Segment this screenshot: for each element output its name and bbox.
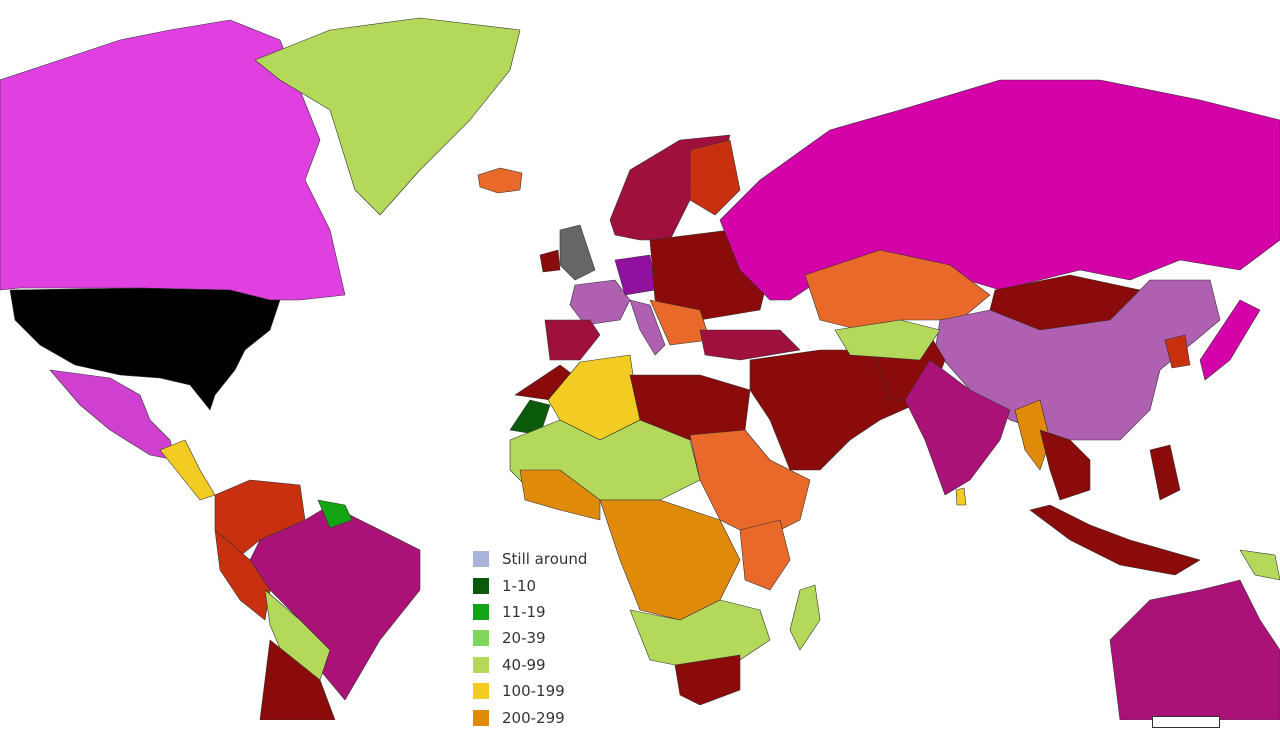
region-australia: [1109, 579, 1280, 720]
region-finland: [689, 139, 741, 216]
region-greenland: [254, 17, 521, 216]
region-argentina: [259, 639, 336, 720]
region-italy: [629, 299, 666, 356]
region-canada: [0, 19, 346, 301]
region-uk: [559, 224, 596, 281]
region-east-africa: [739, 519, 791, 591]
legend-label: 11-19: [502, 602, 546, 621]
region-png: [1239, 549, 1280, 581]
legend-item: 100-199: [473, 678, 587, 704]
region-central-america: [159, 439, 216, 501]
region-ireland: [539, 249, 561, 273]
region-sudan-ethiopia: [689, 429, 811, 541]
legend-swatch: [473, 630, 489, 647]
region-west-africa: [519, 469, 601, 521]
region-south-africa: [674, 654, 741, 706]
legend: Still around 1-10 11-19 20-39 40-99 100-…: [473, 546, 587, 731]
region-peru: [214, 529, 271, 621]
region-france: [569, 279, 631, 326]
region-mexico: [49, 369, 176, 461]
legend-swatch: [473, 683, 489, 700]
region-indochina: [1039, 429, 1091, 501]
legend-label: 40-99: [502, 655, 546, 674]
legend-item: 20-39: [473, 625, 587, 651]
legend-swatch: [473, 577, 489, 594]
inset-box: [1152, 716, 1220, 728]
region-madagascar: [789, 584, 821, 651]
region-russia: [719, 79, 1280, 301]
region-korea-japan: [1164, 334, 1191, 369]
region-india: [904, 359, 1011, 496]
legend-label: 100-199: [502, 682, 565, 701]
legend-item: 200-299: [473, 704, 587, 730]
legend-swatch: [473, 551, 489, 568]
legend-item: 1-10: [473, 572, 587, 598]
region-philippines: [1149, 444, 1181, 501]
region-sri-lanka: [955, 487, 967, 506]
legend-swatch: [473, 603, 489, 620]
legend-swatch: [473, 709, 489, 726]
region-caucasus-stans: [834, 319, 941, 361]
region-southern-africa: [629, 599, 771, 671]
region-iceland: [477, 167, 523, 194]
region-guianas: [317, 499, 353, 529]
legend-label: 1-10: [502, 576, 537, 595]
legend-item: 40-99: [473, 652, 587, 678]
legend-label: 20-39: [502, 629, 546, 648]
region-turkey: [699, 329, 801, 361]
region-japan: [1199, 299, 1261, 381]
region-usa: [9, 287, 281, 411]
legend-label: 200-299: [502, 708, 565, 727]
region-indonesia: [1029, 504, 1201, 576]
legend-item: Still around: [473, 546, 587, 572]
region-iberia: [544, 319, 601, 361]
region-myanmar: [1014, 399, 1051, 471]
legend-item: 11-19: [473, 599, 587, 625]
legend-label: Still around: [502, 550, 588, 569]
legend-swatch: [473, 656, 489, 673]
